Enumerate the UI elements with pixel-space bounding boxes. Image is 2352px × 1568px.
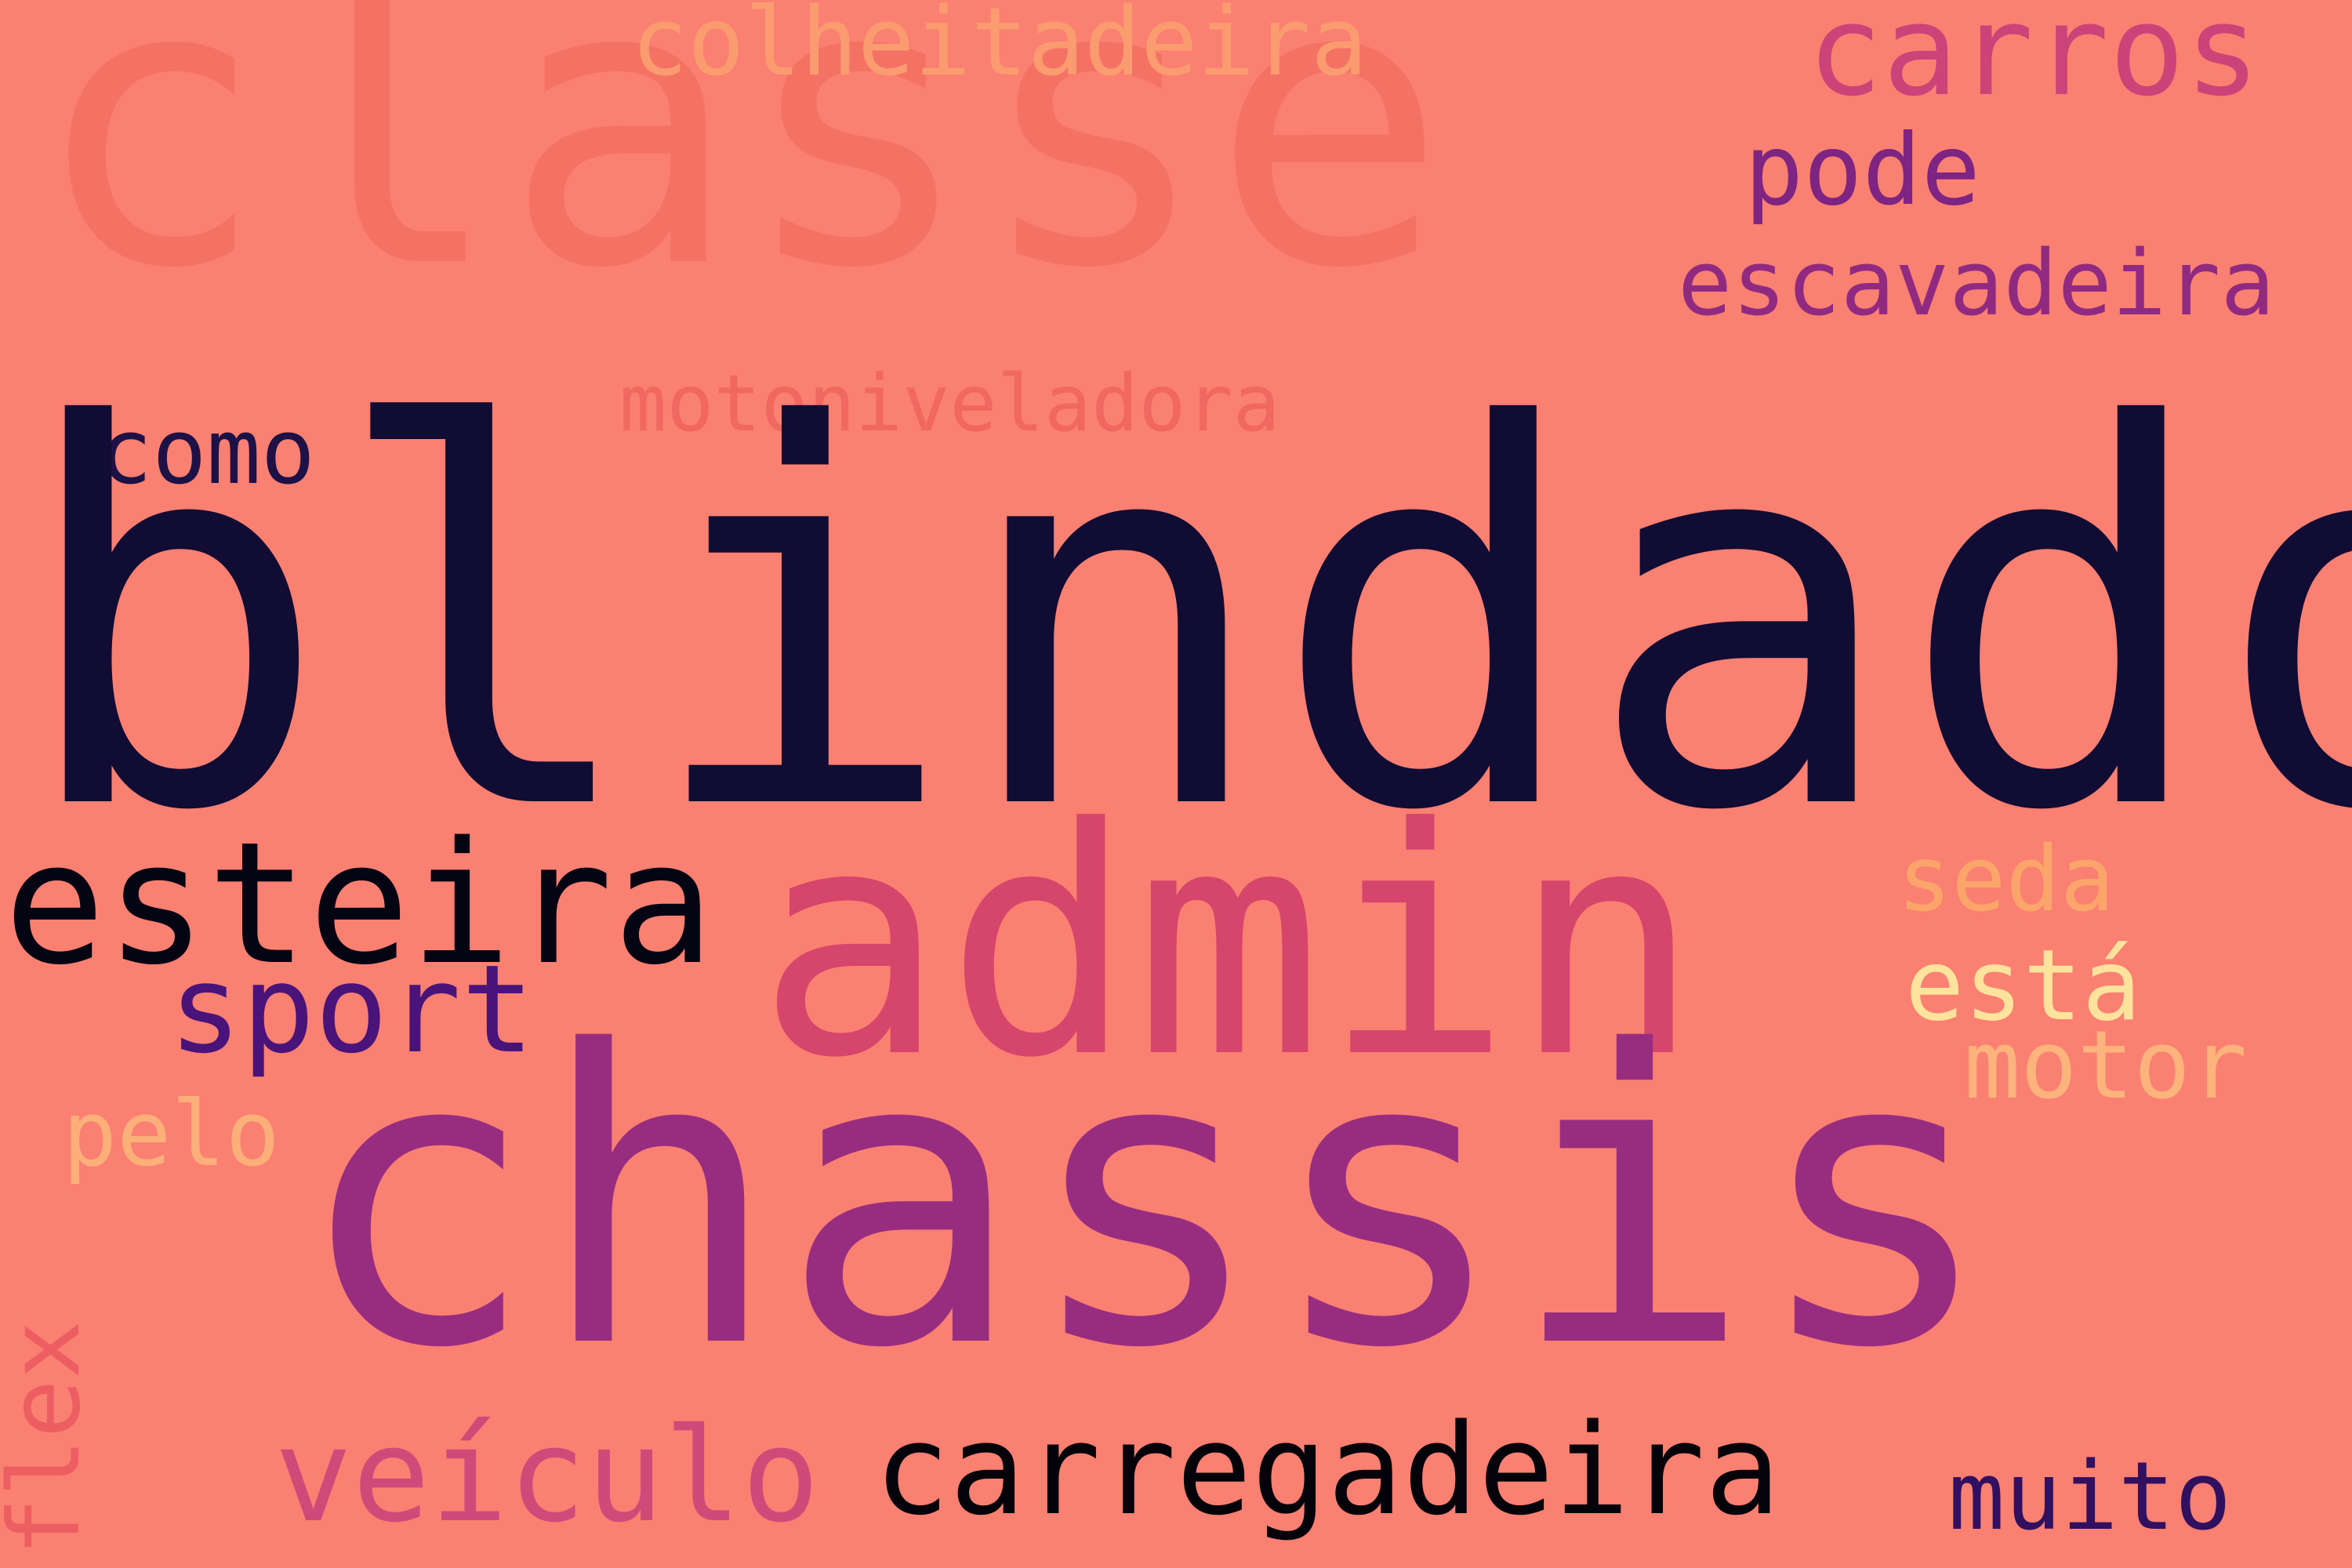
word-escavadeira: escavadeira bbox=[1678, 231, 2275, 336]
word-pelo: pelo bbox=[63, 1082, 280, 1187]
word-flex: flex bbox=[0, 1319, 102, 1556]
word-esteira: esteira bbox=[4, 805, 715, 1002]
word-sport: sport bbox=[169, 938, 535, 1080]
word-veiculo: veículo bbox=[274, 1400, 820, 1551]
word-como: como bbox=[98, 400, 315, 505]
word-pode: pode bbox=[1744, 114, 1981, 227]
word-colheitadeira: colheitadeira bbox=[631, 0, 1368, 97]
word-motoniveladora: motoniveladora bbox=[619, 358, 1280, 449]
word-motor: motor bbox=[1964, 1011, 2248, 1120]
word-esta: está bbox=[1905, 929, 2142, 1043]
word-admin: admin bbox=[757, 762, 1701, 1127]
word-classe: classe bbox=[31, 0, 1448, 354]
word-seda: seda bbox=[1897, 827, 2114, 932]
word-carregadeira: carregadeira bbox=[874, 1396, 1780, 1543]
word-blindado: blindado bbox=[16, 318, 2352, 924]
word-carros: carros bbox=[1807, 0, 2260, 124]
word-chassis: chassis bbox=[294, 967, 1996, 1436]
word-muito: muito bbox=[1948, 1443, 2232, 1552]
